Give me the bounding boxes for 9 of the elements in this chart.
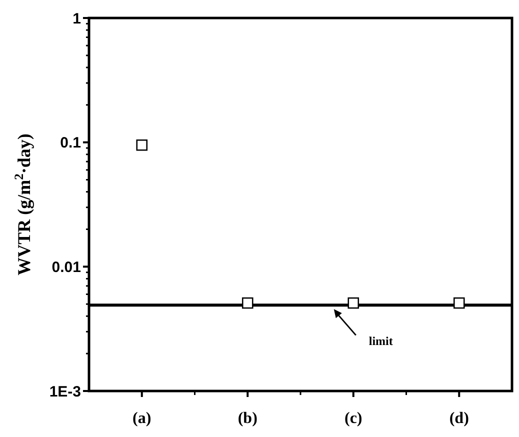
y-tick-label: 0.01 [52, 258, 81, 276]
y-tick-label: 0.1 [60, 134, 81, 152]
x-tick-label: (d) [449, 410, 469, 427]
x-tick-label: (a) [132, 410, 152, 427]
ref-line-label: limit [368, 334, 393, 348]
x-tick-label: (c) [344, 410, 362, 427]
y-tick-label: 1 [72, 10, 81, 28]
x-tick-label: (b) [238, 410, 258, 427]
y-tick-label: 1E-3 [49, 383, 81, 400]
